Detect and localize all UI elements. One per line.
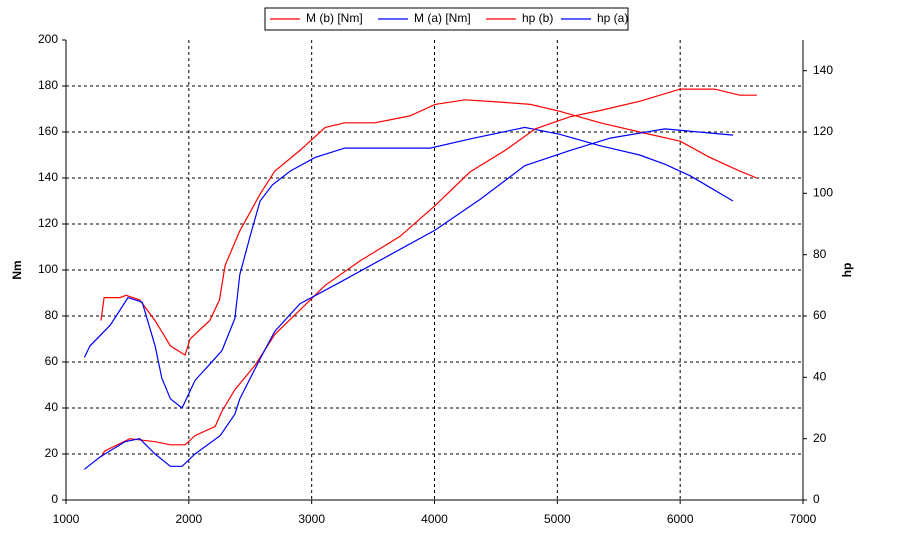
series-line [83,126,734,409]
y-axis-title: Nm [10,260,24,279]
y2-tick-label: 40 [813,370,827,384]
y2-tick-label: 20 [813,431,827,445]
series-line [84,128,734,470]
series-line [100,99,758,357]
y2-tick-label: 60 [813,308,827,322]
y-tick-label: 140 [38,170,58,184]
legend-label: M (a) [Nm] [414,11,471,25]
y2-tick-label: 0 [813,492,820,506]
y2-tick-label: 140 [813,63,833,77]
y-tick-label: 60 [45,354,59,368]
x-tick-label: 4000 [421,512,448,526]
y-tick-label: 0 [51,492,58,506]
y-tick-label: 40 [45,400,59,414]
y-tick-label: 180 [38,78,58,92]
y-tick-label: 160 [38,124,58,138]
y2-tick-label: 120 [813,124,833,138]
y2-tick-label: 80 [813,247,827,261]
legend-label: M (b) [Nm] [306,11,363,25]
y-tick-label: 20 [45,446,59,460]
legend-box [264,7,629,31]
y2-axis-title: hp [840,263,854,278]
y2-tick-label: 100 [813,186,833,200]
series-line [100,88,757,458]
x-tick-label: 6000 [667,512,694,526]
x-tick-label: 5000 [544,512,571,526]
y-tick-label: 100 [38,262,58,276]
y-tick-label: 200 [38,32,58,46]
x-tick-label: 2000 [175,512,202,526]
legend-label: hp (a) [597,11,628,25]
x-tick-label: 1000 [53,512,80,526]
x-tick-label: 7000 [790,512,817,526]
y-tick-label: 120 [38,216,58,230]
x-tick-label: 3000 [298,512,325,526]
legend-label: hp (b) [522,11,553,25]
y-tick-label: 80 [45,308,59,322]
